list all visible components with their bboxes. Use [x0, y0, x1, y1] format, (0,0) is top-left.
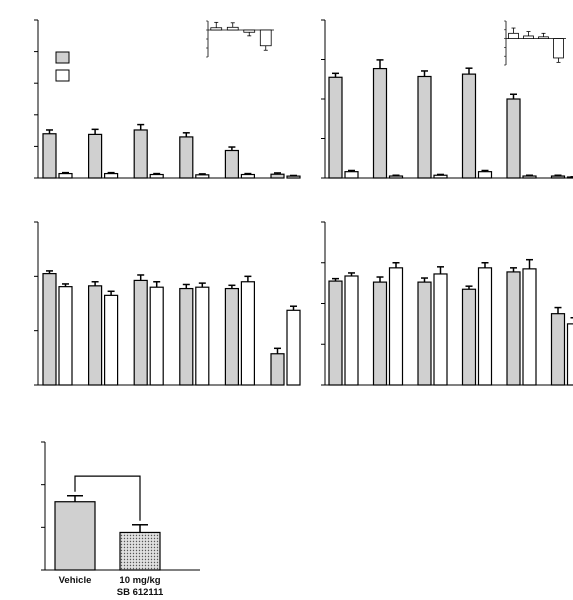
bar-continuous	[388, 175, 404, 179]
bar-continuous	[103, 172, 119, 179]
bar-intermittent	[42, 273, 57, 386]
bar-vehicle	[54, 501, 96, 571]
bar-continuous	[477, 171, 493, 179]
bar-intermittent	[328, 76, 343, 179]
inset-bar	[523, 35, 534, 39]
panel-C	[34, 221, 301, 386]
panel-D	[321, 221, 573, 386]
bar-intermittent	[417, 75, 432, 179]
inset-chart	[504, 20, 566, 66]
bar-intermittent	[270, 353, 285, 386]
bar-intermittent	[328, 280, 343, 386]
bar-intermittent	[133, 129, 148, 179]
bar-continuous	[522, 175, 537, 179]
bar-continuous	[195, 174, 210, 179]
inset-bar	[210, 27, 223, 31]
bar-intermittent	[179, 136, 194, 179]
inset-chart	[206, 20, 274, 58]
inset-bar	[259, 29, 272, 47]
bar-continuous	[566, 176, 573, 179]
bar-intermittent	[372, 281, 388, 386]
inset-bar	[243, 29, 256, 33]
bar-continuous	[286, 309, 301, 386]
bar-continuous	[286, 175, 301, 179]
bar-intermittent	[506, 271, 521, 386]
bar-intermittent	[133, 279, 148, 386]
inset-bar	[226, 26, 239, 31]
x-tick-label: Vehicle	[59, 575, 92, 586]
bar-continuous	[433, 174, 448, 179]
bar-continuous	[522, 268, 537, 386]
bar-intermittent	[224, 149, 239, 179]
bar-continuous	[240, 173, 255, 179]
bar-intermittent	[179, 287, 194, 386]
bar-continuous	[344, 275, 359, 386]
bar-intermittent	[87, 285, 103, 386]
panel-B	[321, 19, 573, 179]
bar-continuous	[149, 173, 164, 179]
x-tick-label: 10 mg/kg SB 612111	[117, 575, 164, 598]
bar-intermittent	[224, 287, 239, 386]
bar-intermittent	[506, 98, 521, 179]
legend-swatch	[55, 51, 70, 64]
inset-bar	[508, 32, 519, 39]
significance-bracket	[74, 475, 141, 521]
bar-continuous	[58, 172, 73, 179]
legend-swatch	[55, 69, 70, 82]
inset-bar	[538, 36, 549, 40]
bar-intermittent	[550, 313, 566, 386]
bar-continuous	[433, 273, 448, 386]
bar-intermittent	[270, 173, 285, 179]
bar-sb612111	[119, 531, 161, 571]
bar-continuous	[566, 323, 573, 386]
bar-intermittent	[461, 288, 477, 386]
bar-continuous	[149, 286, 164, 386]
bar-continuous	[58, 286, 73, 386]
inset-bar	[553, 38, 564, 59]
bar-continuous	[477, 267, 493, 386]
bar-continuous	[195, 286, 210, 386]
x-tick-label-line: SB 612111	[117, 587, 164, 598]
bar-continuous	[344, 171, 359, 179]
panel-E: Vehicle 10 mg/kg SB 612111	[41, 441, 200, 598]
bar-intermittent	[461, 73, 477, 179]
bar-intermittent	[550, 175, 566, 179]
bar-continuous	[388, 267, 404, 386]
bar-intermittent	[87, 133, 103, 179]
bar-intermittent	[372, 67, 388, 179]
bar-continuous	[240, 281, 255, 386]
bar-intermittent	[42, 133, 57, 179]
bar-continuous	[103, 294, 119, 386]
x-tick-label-line: 10 mg/kg	[119, 575, 160, 586]
panel-A	[34, 19, 301, 179]
bar-intermittent	[417, 281, 432, 386]
